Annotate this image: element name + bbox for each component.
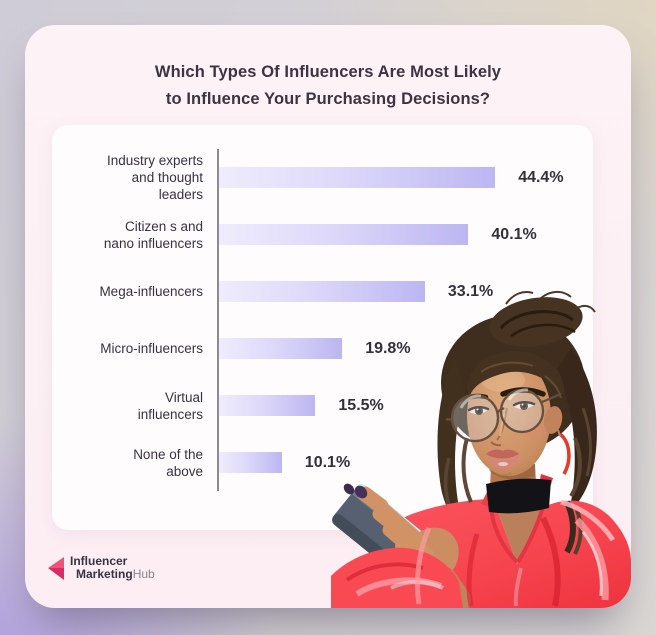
bar (219, 338, 343, 359)
bar (219, 395, 316, 416)
category-label: Industry experts and thought leaders (106, 153, 203, 202)
woman-photo (331, 290, 631, 608)
bar-track: 15.5% (217, 377, 593, 434)
category-label: Virtual influencers (137, 389, 203, 422)
bar-track: 10.1% (217, 434, 593, 491)
chart-row: Mega-influencers 33.1% (52, 263, 593, 320)
value-label: 44.4% (518, 168, 564, 186)
bar-chart: Industry experts and thought leaders 44.4… (52, 149, 593, 491)
bar (219, 452, 282, 473)
value-label: 40.1% (491, 225, 537, 243)
brand-name-marketing: Marketing (76, 567, 133, 581)
hair-fringe (461, 350, 583, 555)
jacket-highlights (414, 499, 616, 607)
chart-row: Micro-influencers 19.8% (52, 320, 593, 377)
brand-name-line1: Influencer (70, 554, 128, 568)
category-label: Micro-influencers (100, 341, 203, 356)
chart-row: Virtual influencers 15.5% (52, 377, 593, 434)
earring (557, 429, 571, 475)
category-label: None of the above (133, 446, 203, 479)
bar-track: 40.1% (217, 206, 593, 263)
brand-logo-text: Influencer MarketingHub (70, 555, 155, 581)
bar (219, 224, 469, 245)
category-label: Mega-influencers (99, 284, 203, 299)
face (462, 356, 563, 477)
bar (219, 167, 496, 188)
bar-track: 33.1% (217, 263, 593, 320)
value-label: 33.1% (447, 282, 494, 300)
chart-row: None of the above 10.1% (52, 434, 593, 491)
chart-row: Citizen s and nano influencers 40.1% (52, 206, 593, 263)
chart-title: Which Types Of Influencers Are Most Like… (25, 59, 631, 113)
value-label: 15.5% (338, 396, 384, 414)
brand-name-hub: Hub (132, 567, 155, 581)
value-label: 10.1% (304, 453, 351, 471)
chart-title-line2: to Influence Your Purchasing Decisions? (165, 90, 491, 108)
bar (219, 281, 425, 302)
red-sleeve (331, 547, 463, 608)
bar-track: 44.4% (217, 149, 593, 206)
chart-row: Industry experts and thought leaders 44.4… (52, 149, 593, 206)
brand-name-line2: MarketingHub (76, 568, 155, 581)
logo-arrow-icon (48, 557, 64, 580)
chart-title-line1: Which Types Of Influencers Are Most Like… (154, 63, 502, 81)
brand-logo: Influencer MarketingHub (47, 555, 155, 581)
infographic-card: Which Types Of Influencers Are Most Like… (25, 25, 631, 608)
category-label: Citizen s and nano influencers (103, 218, 203, 251)
value-label: 19.8% (365, 339, 411, 357)
glasses (445, 388, 562, 443)
bar-track: 19.8% (217, 320, 593, 377)
black-choker (486, 478, 551, 514)
